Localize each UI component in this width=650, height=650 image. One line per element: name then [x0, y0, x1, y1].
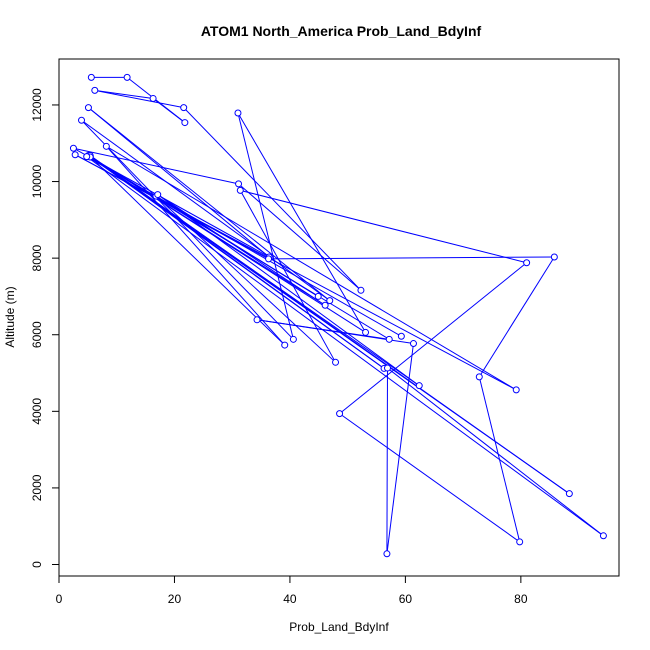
- y-tick-label: 2000: [30, 474, 44, 501]
- data-point: [235, 180, 243, 188]
- data-point: [78, 116, 86, 124]
- series-segment: [86, 156, 604, 537]
- series-segment: [73, 147, 239, 185]
- data-point: [84, 104, 92, 112]
- series-segment: [386, 368, 388, 554]
- data-point: [180, 104, 188, 112]
- data-point: [362, 328, 370, 336]
- series-segment: [237, 112, 294, 340]
- series-segment: [386, 343, 414, 554]
- data-point: [87, 73, 95, 81]
- x-tick-label: 60: [399, 592, 413, 606]
- data-point: [265, 255, 273, 263]
- x-tick-label: 20: [168, 592, 182, 606]
- data-point: [336, 410, 344, 418]
- series-segment: [183, 107, 362, 291]
- y-tick-label: 0: [30, 561, 44, 568]
- data-point: [550, 253, 558, 261]
- series-segment: [238, 183, 362, 291]
- chart-title: ATOM1 North_America Prob_Land_BdyInf: [201, 23, 482, 39]
- x-axis: 0 20 40 60 80: [56, 575, 528, 606]
- data-point: [289, 335, 297, 343]
- data-point: [357, 286, 365, 294]
- data-point: [236, 186, 244, 194]
- data-point: [314, 292, 322, 300]
- data-point: [71, 151, 79, 159]
- y-tick-label: 8000: [30, 244, 44, 271]
- series-segment: [339, 413, 520, 543]
- data-point: [599, 532, 607, 540]
- series-segment: [89, 156, 286, 346]
- series-segment: [94, 89, 184, 109]
- x-tick-label: 0: [56, 592, 63, 606]
- y-tick-label: 4000: [30, 398, 44, 425]
- data-point: [565, 490, 573, 498]
- x-tick-label: 40: [283, 592, 297, 606]
- data-point: [385, 335, 393, 343]
- series-layer: [69, 73, 607, 558]
- series-segment: [94, 89, 154, 99]
- y-axis: 0 2000 4000 6000 8000 10000 12000: [30, 88, 60, 568]
- data-point: [91, 86, 99, 94]
- data-point: [253, 316, 261, 324]
- series-segment: [106, 145, 517, 391]
- data-point: [409, 340, 417, 348]
- data-point: [123, 73, 131, 81]
- data-point: [281, 341, 289, 349]
- series-segment: [239, 190, 336, 363]
- series-segment: [387, 367, 604, 537]
- data-point: [69, 144, 77, 152]
- plot-frame: [58, 58, 620, 577]
- series-segment: [237, 112, 366, 333]
- y-tick-label: 10000: [30, 165, 44, 199]
- data-point: [415, 382, 423, 390]
- x-axis-label: Prob_Land_BdyInf: [289, 620, 389, 634]
- series-segment: [240, 189, 527, 264]
- series-segment: [478, 256, 555, 378]
- series-segment: [86, 156, 402, 337]
- data-point: [83, 153, 91, 161]
- y-axis-label: Altitude (m): [3, 286, 17, 347]
- data-point: [332, 358, 340, 366]
- data-point: [102, 142, 110, 150]
- series-segment: [157, 194, 420, 387]
- series-segment: [339, 262, 527, 415]
- data-point: [181, 119, 189, 127]
- series-segment: [81, 119, 294, 340]
- data-point: [154, 191, 162, 199]
- data-point: [512, 386, 520, 394]
- data-point: [383, 550, 391, 558]
- y-tick-label: 6000: [30, 321, 44, 348]
- series-segment: [105, 145, 286, 346]
- series-segment: [152, 98, 186, 123]
- series-segment: [81, 119, 331, 302]
- data-point: [234, 109, 242, 117]
- data-point: [321, 301, 329, 309]
- data-point: [383, 364, 391, 372]
- data-point: [523, 259, 531, 267]
- data-point: [149, 94, 157, 102]
- data-point: [326, 297, 334, 305]
- series-segment: [88, 107, 270, 258]
- x-tick-label: 80: [514, 592, 528, 606]
- series-segment: [89, 156, 570, 495]
- data-point: [475, 373, 483, 381]
- y-tick-label: 12000: [30, 88, 44, 122]
- data-point: [516, 538, 524, 546]
- data-point: [397, 332, 405, 340]
